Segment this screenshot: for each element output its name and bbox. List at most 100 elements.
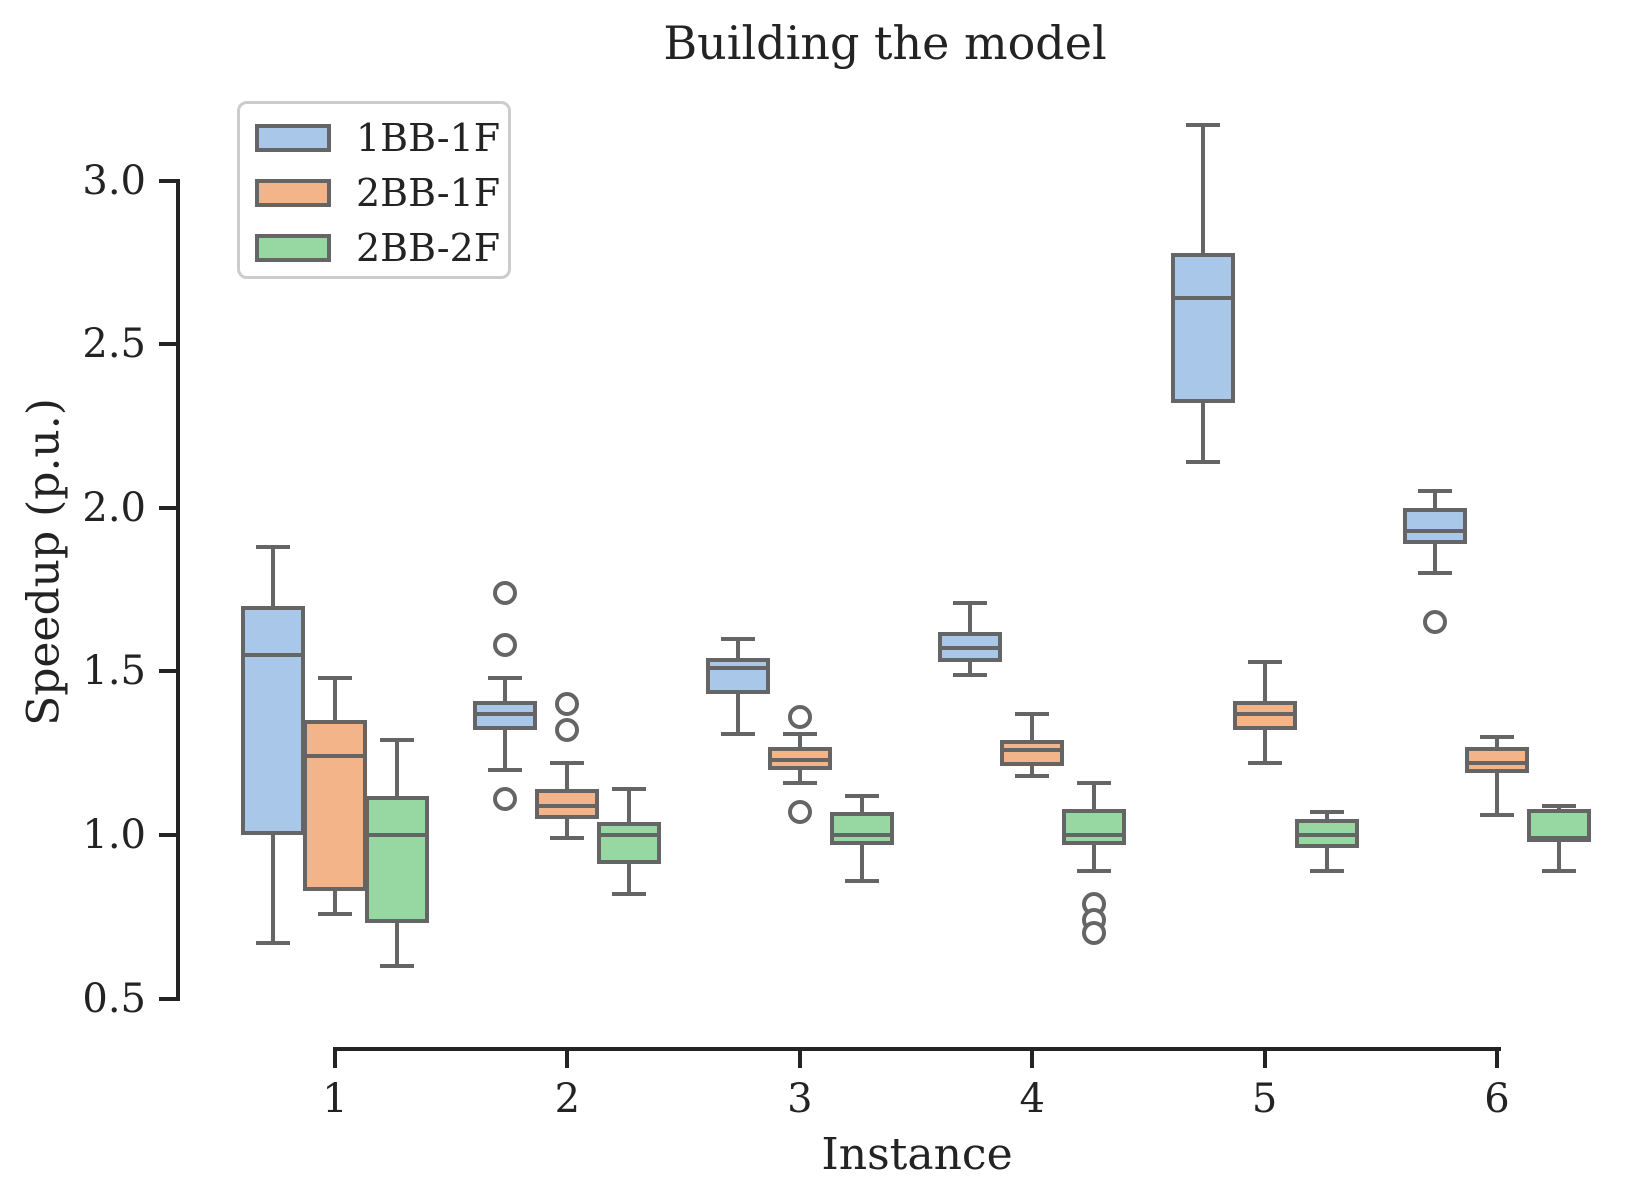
x-tick — [1030, 1051, 1035, 1068]
whisker-cap — [488, 675, 523, 680]
y-tick-label: 2.5 — [82, 321, 146, 368]
box-1bb-1f-instance-1 — [241, 605, 305, 835]
box-2bb-2f-instance-2 — [597, 821, 662, 865]
whisker-cap — [318, 911, 352, 916]
y-tick-label: 3.0 — [82, 157, 146, 204]
outlier-point — [493, 580, 518, 605]
whisker-cap — [1418, 489, 1452, 494]
median-line — [1065, 833, 1124, 837]
outlier-point — [1423, 610, 1447, 635]
x-tick — [797, 1051, 802, 1068]
legend-swatch-2bb-2f — [255, 233, 331, 262]
box-1bb-1f-instance-5 — [1170, 252, 1235, 404]
whisker-cap — [1480, 813, 1514, 818]
whisker-cap — [550, 761, 585, 766]
legend-item-1bb-1f: 1BB-1F — [240, 110, 508, 165]
whisker-cap — [1185, 122, 1220, 127]
median-line — [600, 833, 659, 837]
y-tick — [159, 833, 176, 837]
whisker-line — [1495, 772, 1499, 816]
whisker-cap — [318, 675, 352, 680]
median-line — [770, 757, 829, 762]
median-line — [1406, 528, 1464, 533]
y-tick — [159, 669, 176, 674]
whisker-cap — [844, 878, 879, 883]
chart-title: Building the model — [663, 16, 1107, 70]
whisker-line — [1200, 124, 1205, 253]
y-axis-spine — [176, 178, 180, 1001]
whisker-cap — [256, 940, 290, 945]
whisker-line — [627, 864, 632, 894]
x-tick-label: 6 — [1484, 1076, 1510, 1122]
outlier-point — [787, 800, 812, 825]
whisker-line — [1262, 661, 1267, 701]
whisker-cap — [488, 767, 523, 772]
legend: 1BB-1F 2BB-1F 2BB-2F — [237, 101, 511, 279]
whisker-line — [565, 763, 570, 790]
whisker-cap — [612, 787, 647, 792]
outlier-point — [787, 705, 812, 730]
whisker-line — [395, 923, 399, 966]
whisker-line — [333, 677, 337, 721]
whisker-line — [1495, 736, 1499, 747]
whisker-cap — [1480, 734, 1514, 739]
box-2bb-2f-instance-3 — [829, 812, 894, 845]
whisker-line — [1262, 730, 1267, 763]
x-tick — [1495, 1051, 1499, 1068]
median-line — [244, 653, 302, 658]
x-tick-label: 5 — [1251, 1076, 1278, 1122]
legend-swatch-2bb-1f — [255, 178, 331, 207]
whisker-cap — [953, 600, 988, 605]
x-axis-label: Instance — [821, 1129, 1013, 1180]
whisker-line — [1030, 713, 1035, 741]
y-tick-label: 0.5 — [82, 975, 146, 1022]
whisker-line — [735, 694, 740, 734]
whisker-cap — [1309, 868, 1344, 873]
y-tick — [159, 342, 176, 347]
whisker-cap — [1542, 868, 1576, 873]
whisker-line — [797, 769, 802, 783]
legend-label-2bb-1f: 2BB-1F — [356, 170, 501, 215]
whisker-cap — [1015, 774, 1050, 779]
whisker-cap — [1185, 459, 1220, 464]
whisker-line — [859, 844, 864, 881]
whisker-line — [797, 733, 802, 747]
whisker-line — [1433, 543, 1437, 574]
whisker-cap — [1542, 803, 1576, 808]
median-line — [1468, 761, 1526, 766]
whisker-line — [395, 740, 399, 796]
x-tick — [1262, 1051, 1267, 1068]
whisker-cap — [1077, 780, 1112, 785]
whisker-line — [271, 547, 275, 606]
y-tick — [159, 505, 176, 510]
legend-swatch-1bb-1f — [255, 123, 331, 152]
whisker-line — [1324, 848, 1329, 871]
median-line — [1173, 296, 1232, 301]
whisker-cap — [380, 963, 414, 968]
median-line — [538, 803, 597, 808]
whisker-line — [859, 795, 864, 813]
whisker-cap — [953, 672, 988, 677]
whisker-cap — [1309, 810, 1344, 815]
box-2bb-2f-instance-4 — [1062, 808, 1127, 845]
whisker-line — [1433, 491, 1437, 508]
whisker-line — [503, 730, 508, 770]
legend-item-2bb-1f: 2BB-1F — [240, 165, 508, 220]
whisker-cap — [782, 780, 817, 785]
whisker-line — [1030, 766, 1035, 777]
whisker-cap — [1247, 761, 1282, 766]
whisker-line — [1557, 841, 1561, 871]
median-line — [708, 666, 767, 671]
median-line — [368, 833, 426, 837]
y-tick — [159, 178, 176, 183]
whisker-cap — [1418, 571, 1452, 576]
box-1bb-1f-instance-4 — [938, 632, 1003, 662]
whisker-cap — [844, 793, 879, 798]
whisker-line — [735, 638, 740, 659]
median-line — [306, 754, 364, 759]
box-2bb-2f-instance-6 — [1527, 808, 1591, 842]
whisker-line — [968, 602, 973, 633]
whisker-cap — [782, 731, 817, 736]
whisker-cap — [720, 636, 755, 641]
